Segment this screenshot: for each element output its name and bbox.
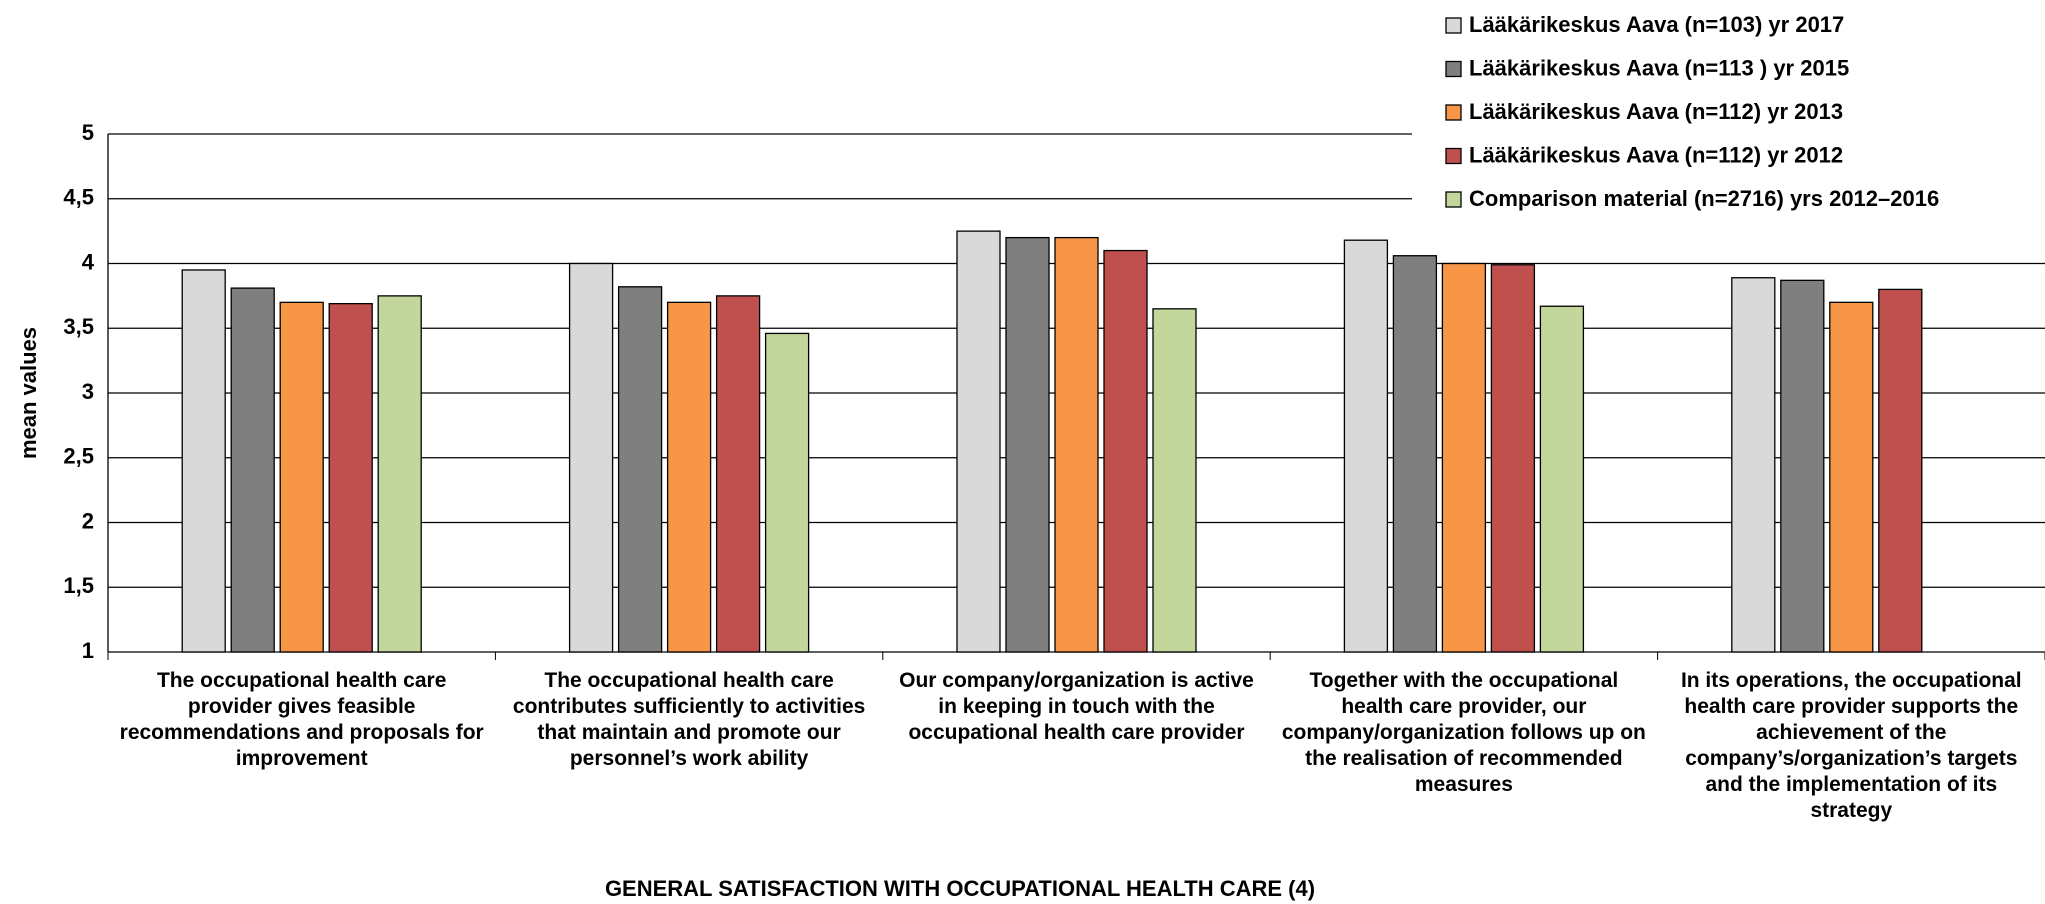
x-tick-label: In its operations, the occupational heal… — [1680, 669, 2022, 822]
legend-label: Lääkärikeskus Aava (n=112) yr 2013 — [1469, 99, 1843, 124]
bar — [1054, 236, 1099, 653]
bar — [230, 287, 275, 653]
y-tick-label: 4 — [82, 249, 95, 274]
y-tick-label: 2 — [82, 508, 94, 533]
bar — [956, 230, 1001, 653]
bar — [1103, 249, 1148, 653]
y-tick-label: 3 — [82, 379, 94, 404]
y-tick-label: 4,5 — [63, 185, 94, 210]
bar — [181, 269, 226, 653]
legend-swatch — [1445, 60, 1462, 78]
bar — [666, 301, 712, 653]
bar — [617, 286, 663, 653]
bar — [1829, 301, 1874, 653]
bar — [1441, 262, 1487, 653]
x-tick-label: Our company/organization is active in ke… — [899, 669, 1254, 744]
legend-label: Lääkärikeskus Aava (n=103) yr 2017 — [1469, 12, 1844, 37]
legend-swatch — [1445, 147, 1462, 165]
y-axis-label: mean values — [16, 327, 41, 459]
x-axis-label: GENERAL SATISFACTION WITH OCCUPATIONAL H… — [605, 876, 1315, 901]
bar — [1343, 239, 1389, 653]
legend-box — [1412, 0, 2045, 218]
bar — [1780, 279, 1825, 653]
bar — [1005, 236, 1050, 653]
legend-label: Lääkärikeskus Aava (n=113 ) yr 2015 — [1469, 55, 1849, 80]
bar — [568, 262, 614, 653]
legend-swatch — [1445, 104, 1462, 121]
y-tick-label: 2,5 — [63, 444, 94, 469]
y-tick-label: 3,5 — [63, 314, 94, 339]
x-tick-label: The occupational health care provider gi… — [119, 669, 484, 770]
y-tick-label: 1,5 — [63, 573, 94, 598]
x-tick-label: Together with the occupational health ca… — [1281, 669, 1646, 796]
bar — [1490, 264, 1536, 653]
legend-label: Lääkärikeskus Aava (n=112) yr 2012 — [1469, 142, 1843, 167]
bar — [1392, 255, 1438, 653]
y-tick-label: 1 — [82, 638, 94, 663]
bar — [279, 301, 324, 653]
legend-swatch — [1445, 17, 1462, 34]
bar — [764, 332, 810, 653]
bar — [1731, 277, 1776, 653]
legend-swatch — [1445, 191, 1462, 208]
bar — [715, 295, 761, 653]
y-tick-label: 5 — [82, 120, 94, 145]
legend-label: Comparison material (n=2716) yrs 2012–20… — [1469, 186, 1939, 211]
bar — [328, 302, 373, 653]
bar — [1152, 308, 1197, 653]
bar — [1539, 305, 1585, 653]
bar — [1878, 288, 1923, 653]
x-tick-label: The occupational health care contributes… — [512, 669, 866, 770]
bar — [377, 295, 422, 653]
